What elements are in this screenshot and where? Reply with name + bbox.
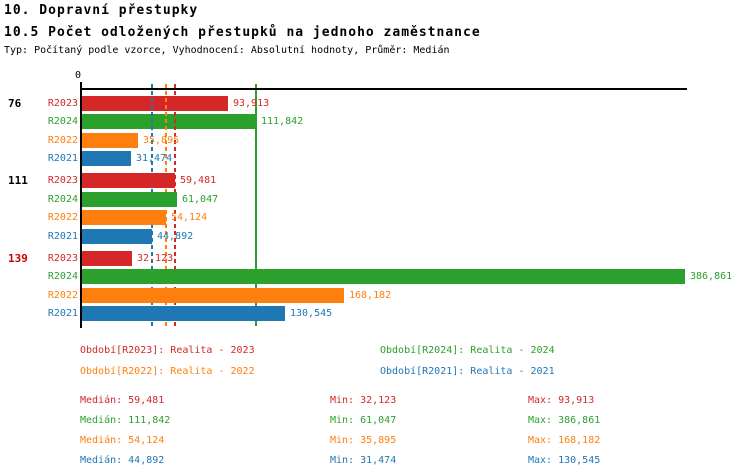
bar-value-label: 386,861 — [690, 271, 733, 282]
bar-R2024 — [82, 192, 177, 207]
x-axis-zero-tick-label: 0 — [74, 70, 82, 81]
stat-max-R2023: Max: 93,913 — [528, 395, 595, 406]
stat-min-R2024: Min: 61,047 — [330, 415, 397, 426]
series-row-label: R2023 — [47, 175, 78, 186]
stat-max-R2022: Max: 168,182 — [528, 435, 601, 446]
bar-R2022 — [82, 288, 344, 303]
series-row-label: R2021 — [47, 308, 78, 319]
bar-R2022 — [82, 133, 138, 148]
bar-R2023 — [82, 96, 228, 111]
chart-subtitle: 10.5 Počet odložených přestupků na jedno… — [4, 25, 481, 40]
bar-R2022 — [82, 210, 166, 225]
y-axis-line — [80, 82, 82, 328]
series-row-label: R2024 — [47, 194, 78, 205]
bar-R2024 — [82, 114, 256, 129]
series-row-label: R2022 — [47, 212, 78, 223]
bar-R2023 — [82, 173, 175, 188]
stat-median-R2024: Medián: 111,842 — [80, 415, 171, 426]
x-axis-line — [80, 88, 687, 90]
group-label: 76 — [8, 97, 22, 110]
bar-value-label: 93,913 — [233, 98, 270, 109]
group-label: 111 — [8, 174, 28, 187]
stat-max-R2024: Max: 386,861 — [528, 415, 601, 426]
legend-item-R2022: Období[R2022]: Realita - 2022 — [80, 366, 255, 377]
bar-value-label: 168,182 — [349, 290, 392, 301]
bar-R2021 — [82, 229, 152, 244]
bar-value-label: 59,481 — [180, 175, 217, 186]
stat-median-R2021: Medián: 44,892 — [80, 455, 165, 466]
series-row-label: R2023 — [47, 253, 78, 264]
series-row-label: R2022 — [47, 290, 78, 301]
bar-value-label: 44,892 — [157, 231, 194, 242]
legend-item-R2023: Období[R2023]: Realita - 2023 — [80, 345, 255, 356]
stat-min-R2022: Min: 35,895 — [330, 435, 397, 446]
stat-min-R2023: Min: 32,123 — [330, 395, 397, 406]
bar-R2021 — [82, 151, 131, 166]
stat-max-R2021: Max: 130,545 — [528, 455, 601, 466]
page-title: 10. Dopravní přestupky — [4, 3, 199, 18]
bar-value-label: 130,545 — [290, 308, 333, 319]
bar-value-label: 54,124 — [171, 212, 208, 223]
stat-median-R2023: Medián: 59,481 — [80, 395, 165, 406]
bar-value-label: 35,895 — [143, 135, 180, 146]
stat-min-R2021: Min: 31,474 — [330, 455, 397, 466]
bar-value-label: 111,842 — [261, 116, 304, 127]
series-row-label: R2021 — [47, 153, 78, 164]
bar-value-label: 61,047 — [182, 194, 219, 205]
bar-R2021 — [82, 306, 285, 321]
series-row-label: R2023 — [47, 98, 78, 109]
series-row-label: R2022 — [47, 135, 78, 146]
bar-value-label: 31,474 — [136, 153, 173, 164]
legend-item-R2024: Období[R2024]: Realita - 2024 — [380, 345, 555, 356]
series-row-label: R2021 — [47, 231, 78, 242]
bar-R2023 — [82, 251, 132, 266]
series-row-label: R2024 — [47, 271, 78, 282]
group-label: 139 — [8, 252, 28, 265]
legend-item-R2021: Období[R2021]: Realita - 2021 — [380, 366, 555, 377]
stat-median-R2022: Medián: 54,124 — [80, 435, 165, 446]
series-row-label: R2024 — [47, 116, 78, 127]
chart-meta-line: Typ: Počítaný podle vzorce, Vyhodnocení:… — [4, 45, 450, 56]
bar-R2024 — [82, 269, 685, 284]
median-line-R2024 — [255, 84, 257, 326]
bar-value-label: 32,123 — [137, 253, 174, 264]
